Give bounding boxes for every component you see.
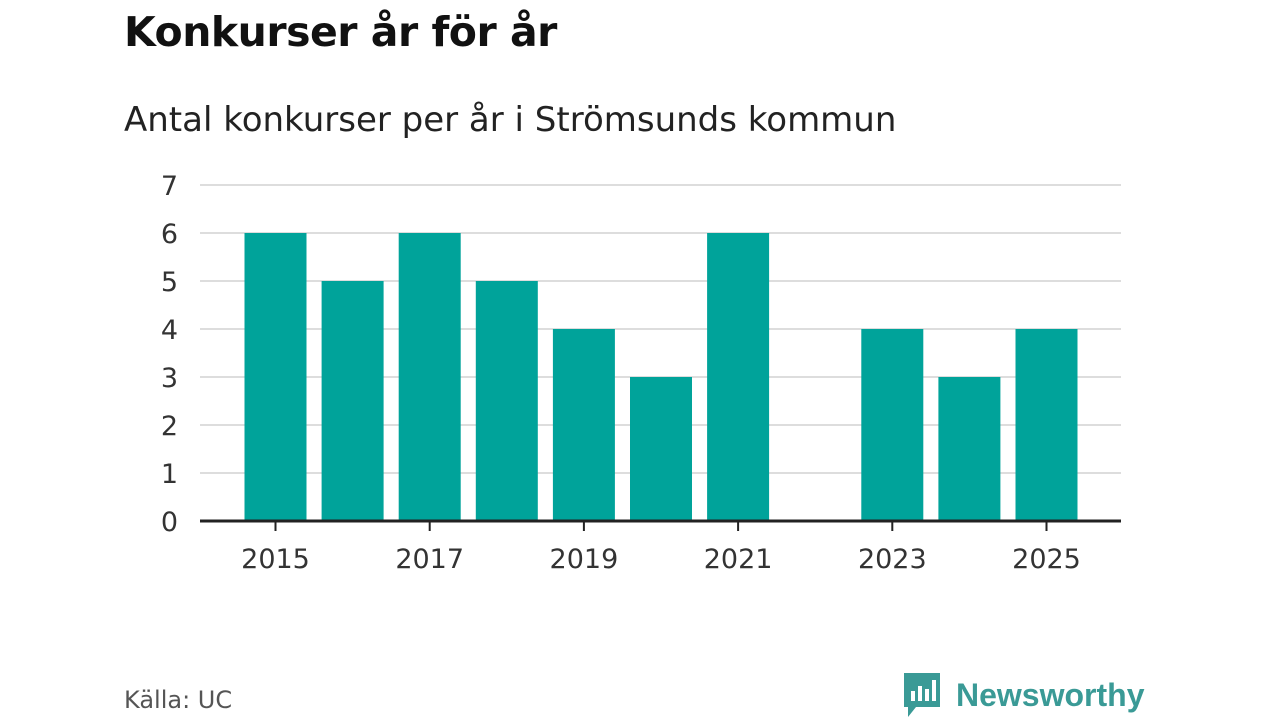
bar-2017 bbox=[398, 233, 461, 521]
brand-name: Newsworthy bbox=[956, 676, 1145, 713]
source-note: Källa: UC bbox=[124, 686, 233, 714]
chart-title: Konkurser år för år bbox=[124, 8, 557, 56]
y-tick-label: 1 bbox=[161, 459, 178, 490]
bar-2021 bbox=[707, 233, 770, 521]
y-axis-ticks: 0 1 2 3 4 5 6 7 bbox=[161, 171, 178, 538]
bar-2025 bbox=[1015, 329, 1078, 521]
x-tick-label: 2015 bbox=[241, 544, 310, 575]
x-tick-label: 2025 bbox=[1012, 544, 1081, 575]
bar-chart-speech-bubble-icon bbox=[904, 673, 940, 717]
brand-logo: Newsworthy bbox=[902, 670, 1144, 720]
x-tick-label: 2017 bbox=[395, 544, 464, 575]
y-tick-label: 4 bbox=[161, 315, 178, 346]
y-tick-label: 0 bbox=[161, 507, 178, 538]
bar-2018 bbox=[475, 281, 538, 521]
x-tick-label: 2021 bbox=[704, 544, 773, 575]
y-tick-label: 2 bbox=[161, 411, 178, 442]
y-tick-label: 7 bbox=[161, 171, 178, 202]
bar-2023 bbox=[861, 329, 924, 521]
y-tick-label: 3 bbox=[161, 363, 178, 394]
x-tick-label: 2023 bbox=[858, 544, 927, 575]
bar-2015 bbox=[244, 233, 307, 521]
bar-2024 bbox=[938, 377, 1001, 521]
bar-2020 bbox=[630, 377, 692, 521]
chart-subtitle: Antal konkurser per år i Strömsunds komm… bbox=[124, 100, 897, 140]
bars bbox=[244, 233, 1078, 521]
bar-2019 bbox=[552, 329, 615, 521]
y-tick-label: 6 bbox=[161, 219, 178, 250]
x-axis-ticks: 2015 2017 2019 2021 2023 2025 bbox=[241, 521, 1081, 575]
x-tick-label: 2019 bbox=[550, 544, 619, 575]
y-tick-label: 5 bbox=[161, 267, 178, 298]
bar-2016 bbox=[321, 281, 384, 521]
